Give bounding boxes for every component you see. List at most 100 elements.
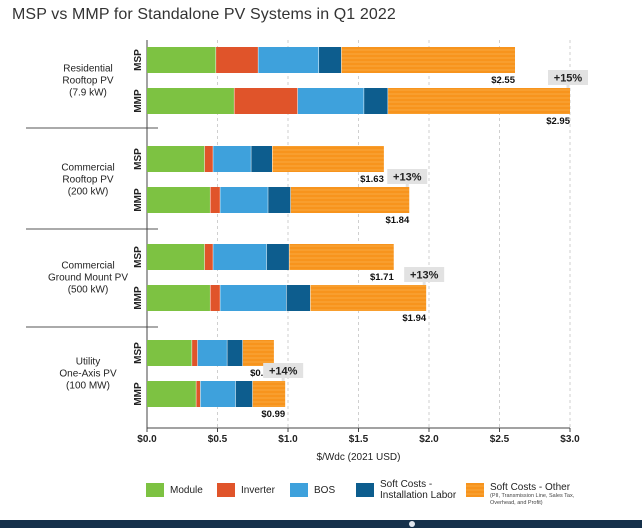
delta-badge [387,169,428,184]
installation-labor-segment [364,88,389,114]
installation-labor-segment [286,285,311,311]
bar-total-label: $1.71 [370,272,394,283]
legend-label: Soft Costs - Other [490,482,571,493]
bar-total-label: $0.99 [261,409,285,420]
delta-label: +15% [554,73,583,85]
group-label: Utility [76,357,100,368]
soft-costs-other-segment [310,285,427,311]
legend: Module Inverter BOS Soft Costs -Installatio… [0,479,642,528]
x-axis-title: $/Wdc (2021 USD) [317,452,401,463]
soft-costs-other-segment [242,340,274,366]
bos-legend-swatch [290,483,308,497]
bos-segment [197,340,228,366]
bar-total-label: $1.94 [402,313,426,324]
group-label: (200 kW) [68,187,109,198]
soft-costs-other-segment [289,244,394,270]
bar-type-label: MMP [133,89,144,113]
legend-label: Inverter [241,485,276,496]
bar-type-label: MMP [133,382,144,406]
installation-labor-segment [235,381,253,407]
soft-costs-other-segment [341,47,516,73]
bar-type-label: MMP [133,188,144,212]
chart-title: MSP vs MMP for Standalone PV Systems in … [12,6,396,23]
bos-segment [200,381,236,407]
bar-type-label: MSP [133,148,144,170]
x-tick-label: $1.0 [278,434,298,445]
inverter-segment [210,285,221,311]
bar-total-label: $2.95 [546,116,570,127]
module-segment [147,187,211,213]
bar-type-label: MMP [133,286,144,310]
bos-segment [297,88,365,114]
legend-label: Soft Costs - [380,479,432,490]
group-label: Ground Mount PV [48,273,128,284]
inverter-segment [234,88,298,114]
bar-type-label: MSP [133,49,144,71]
bottom-bar [0,520,642,528]
installation-labor-legend-swatch [356,483,374,497]
inverter-segment [192,340,198,366]
installation-labor-segment [251,146,273,172]
bar-type-label: MSP [133,342,144,364]
installation-labor-segment [268,187,291,213]
soft-costs-other-segment [290,187,410,213]
inverter-segment [196,381,201,407]
bos-segment [258,47,320,73]
bos-segment [220,285,287,311]
group-label: (7.9 kW) [69,88,107,99]
legend-label: BOS [314,485,335,496]
x-tick-label: $3.0 [560,434,580,445]
delta-label: +13% [393,172,422,184]
bos-segment [213,146,252,172]
bar-total-label: $2.55 [491,75,515,86]
x-tick-label: $2.0 [419,434,439,445]
group-label: Residential [63,64,112,75]
module-segment [147,47,217,73]
x-tick-label: $0.5 [208,434,228,445]
installation-labor-segment [266,244,290,270]
soft-costs-other-segment [272,146,384,172]
module-segment [147,88,235,114]
module-legend-swatch [146,483,164,497]
delta-badge [263,363,304,378]
legend-note: Overhead, and Profit) [490,500,543,506]
group-label: (100 MW) [66,381,110,392]
bos-segment [220,187,269,213]
group-label: Rooftop PV [62,175,113,186]
bottom-indicator-dot [409,521,415,527]
bar-type-label: MSP [133,246,144,268]
inverter-segment [204,146,214,172]
delta-label: +13% [410,270,439,282]
bar-total-label: $1.63 [360,174,384,185]
group-label: Rooftop PV [62,76,113,87]
bos-segment [213,244,267,270]
x-tick-label: $2.5 [490,434,510,445]
inverter-segment [204,244,214,270]
group-label: Commercial [61,261,114,272]
delta-badge [548,70,588,85]
x-tick-label: $1.5 [349,434,369,445]
module-segment [147,285,211,311]
installation-labor-segment [319,47,342,73]
x-tick-label: $0.0 [137,434,157,445]
plot-area: $0.0 $0.5 $1.0 $1.5 $2.0 $2.5 $3.0 $/Wdc (2021 … [26,40,588,463]
group-label: One-Axis PV [59,369,117,380]
soft-costs-other-legend-swatch [466,483,484,497]
module-segment [147,244,205,270]
inverter-segment [210,187,221,213]
group-label: (500 kW) [68,285,109,296]
legend-note: (PII, Transmission Line, Sales Tax, [490,493,575,499]
inverter-segment [216,47,259,73]
module-segment [147,340,193,366]
installation-labor-segment [227,340,243,366]
legend-label: Installation Labor [380,490,457,501]
bar-total-label: $0.87 [250,368,274,379]
delta-label: +14% [269,366,298,378]
inverter-legend-swatch [217,483,235,497]
soft-costs-other-segment [252,381,286,407]
soft-costs-other-segment [388,88,570,114]
group-label: Commercial [61,163,114,174]
module-segment [147,381,197,407]
delta-badge [404,267,445,282]
